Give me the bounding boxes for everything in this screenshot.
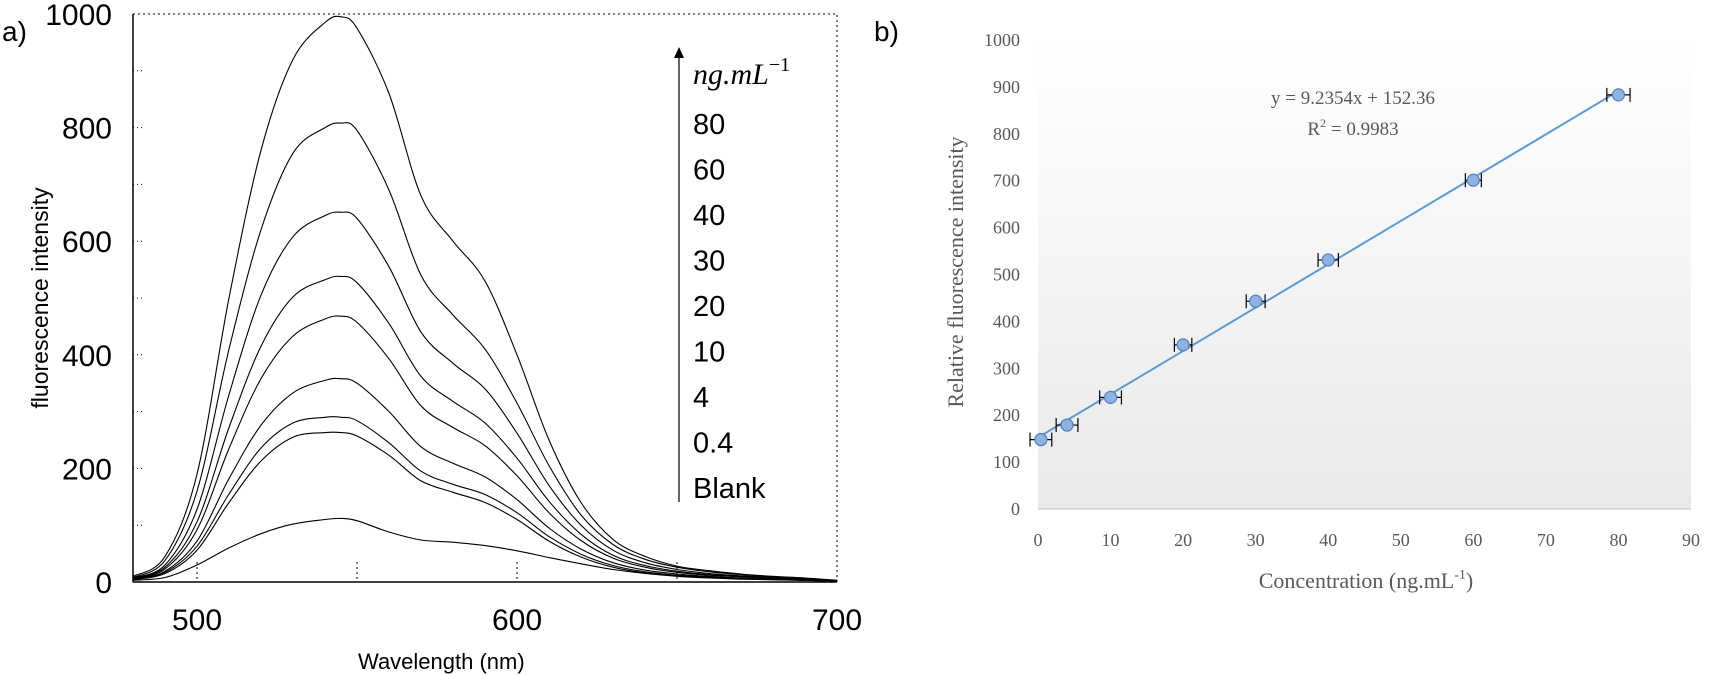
panel-b-label: b) bbox=[874, 16, 899, 47]
data-point bbox=[1176, 338, 1190, 352]
panel-b-plot-area bbox=[1038, 40, 1691, 509]
legend-entry: 40 bbox=[693, 200, 725, 232]
legend-entry: 20 bbox=[693, 291, 725, 323]
y-tick-label: 0 bbox=[95, 567, 112, 600]
y-tick-label: 1000 bbox=[984, 30, 1020, 50]
y-tick-label: 300 bbox=[993, 358, 1020, 378]
spectrum-line-6 bbox=[132, 377, 838, 582]
spectrum-line-3 bbox=[132, 211, 838, 582]
y-tick-label: 400 bbox=[993, 311, 1020, 331]
x-tick-label: 70 bbox=[1537, 530, 1555, 550]
y-tick-label: 900 bbox=[993, 77, 1020, 97]
y-tick-label: 200 bbox=[993, 405, 1020, 425]
x-tick-label: 40 bbox=[1319, 530, 1337, 550]
data-point bbox=[1466, 173, 1480, 187]
x-tick-label: 10 bbox=[1102, 530, 1120, 550]
x-tick-label: 50 bbox=[1392, 530, 1410, 550]
y-tick-label: 1000 bbox=[45, 0, 112, 32]
y-tick-label: 100 bbox=[993, 452, 1020, 472]
x-tick-label: 30 bbox=[1247, 530, 1265, 550]
y-tick-label: 500 bbox=[993, 265, 1020, 285]
data-point bbox=[1249, 294, 1263, 308]
y-tick-label: 600 bbox=[62, 226, 112, 259]
panel-a-label: a) bbox=[2, 16, 27, 47]
legend-entry: 60 bbox=[693, 155, 725, 187]
spectrum-line-9 bbox=[132, 517, 838, 582]
x-tick-label: 60 bbox=[1464, 530, 1482, 550]
legend-arrow-head bbox=[674, 47, 684, 58]
x-tick-label: 500 bbox=[172, 604, 222, 637]
panel-b-x-axis-label: Concentration (ng.mL-1) bbox=[1259, 568, 1474, 593]
panel-a-y-axis-label: fluorescence intensity bbox=[27, 187, 53, 409]
y-tick-label: 400 bbox=[62, 340, 112, 373]
legend-entry: Blank bbox=[693, 473, 766, 505]
y-tick-label: 600 bbox=[993, 218, 1020, 238]
x-tick-label: 0 bbox=[1034, 530, 1043, 550]
legend-entry: 30 bbox=[693, 246, 725, 278]
r-squared-label: R2 = 0.9983 bbox=[1307, 116, 1398, 140]
panel-a: a) 0 200 400 600 800 1000 500 600 700 Wavelengt… bbox=[2, 0, 862, 674]
data-point bbox=[1321, 253, 1335, 267]
legend-entry: 4 bbox=[693, 382, 709, 414]
legend-entry: 10 bbox=[693, 337, 725, 369]
data-point bbox=[1611, 88, 1626, 102]
equation-label: y = 9.2354x + 152.36 bbox=[1271, 88, 1435, 109]
y-tick-label: 800 bbox=[993, 124, 1020, 144]
legend-entry: 80 bbox=[693, 109, 725, 141]
data-point bbox=[1060, 418, 1074, 432]
y-tick-label: 0 bbox=[1011, 499, 1020, 519]
panel-b: b) 0 100 200 300 400 500 600 700 800 900 1000 0 10 2… bbox=[874, 16, 1700, 593]
y-tick-label: 800 bbox=[62, 113, 112, 146]
panel-a-x-axis-label: Wavelength (nm) bbox=[358, 649, 525, 674]
x-tick-label: 80 bbox=[1609, 530, 1627, 550]
x-tick-label: 700 bbox=[812, 604, 862, 637]
x-tick-label: 600 bbox=[492, 604, 542, 637]
legend-unit: ng.mL−1 bbox=[693, 54, 790, 91]
spectrum-line-2 bbox=[132, 122, 838, 581]
x-tick-label: 20 bbox=[1174, 530, 1192, 550]
spectrum-line-5 bbox=[132, 315, 838, 582]
y-tick-label: 200 bbox=[62, 453, 112, 486]
data-point bbox=[1034, 432, 1048, 447]
data-point bbox=[1103, 390, 1118, 404]
legend-entry: 0.4 bbox=[693, 428, 733, 460]
panel-b-y-axis-label: Relative fluorescence intensity bbox=[943, 136, 968, 407]
spectrum-line-1 bbox=[132, 15, 838, 581]
y-tick-label: 700 bbox=[993, 171, 1020, 191]
spectrum-line-4 bbox=[132, 275, 838, 582]
x-tick-label: 90 bbox=[1682, 530, 1700, 550]
